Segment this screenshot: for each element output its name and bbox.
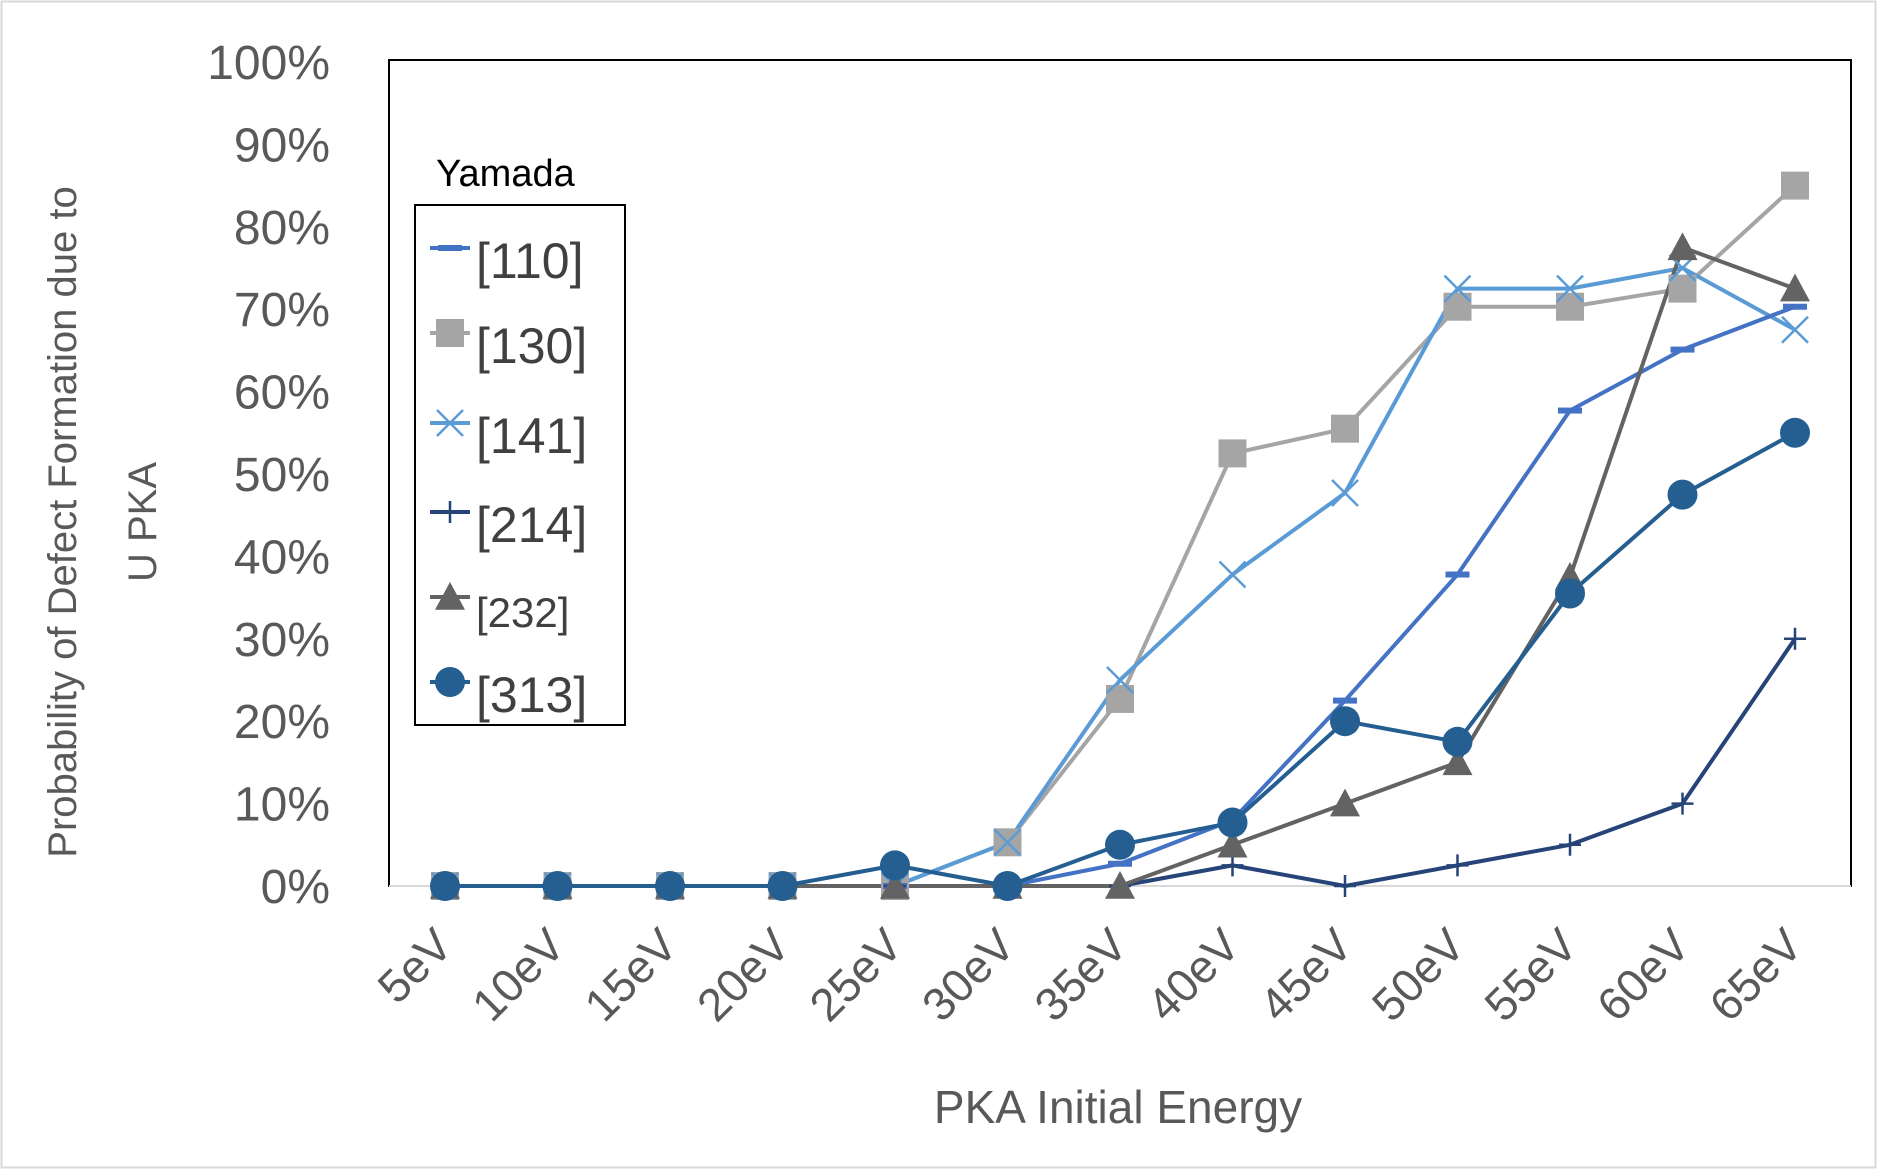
data-point-circle bbox=[992, 871, 1023, 901]
legend: [110] [130] [141] [214] [232] [313] bbox=[430, 233, 587, 723]
data-point-circle bbox=[1217, 807, 1248, 838]
data-point-plus bbox=[1671, 792, 1694, 815]
y-tick-label: 80% bbox=[234, 202, 330, 255]
y-axis-title: Probability of Defect Formation due to U… bbox=[41, 186, 165, 857]
data-point-triangle bbox=[880, 871, 910, 899]
data-point-dash bbox=[1445, 571, 1470, 578]
data-point-plus bbox=[1559, 833, 1581, 856]
y-tick-label: 40% bbox=[234, 531, 330, 584]
data-point-square bbox=[1218, 439, 1247, 468]
data-point-plus bbox=[1784, 627, 1806, 650]
data-point-x bbox=[1556, 274, 1584, 303]
data-point-triangle bbox=[1442, 747, 1473, 776]
data-point-x bbox=[1443, 274, 1472, 303]
data-point-square bbox=[1781, 171, 1809, 200]
y-axis-title-line-1: Probability of Defect Formation due to bbox=[41, 186, 85, 857]
data-point-triangle bbox=[1330, 788, 1360, 817]
y-tick-label: 10% bbox=[234, 779, 330, 832]
series-markers bbox=[430, 171, 1810, 901]
legend-box bbox=[414, 204, 626, 726]
data-point-triangle bbox=[1780, 273, 1810, 302]
data-point-circle bbox=[542, 871, 573, 901]
data-point-x bbox=[1781, 315, 1809, 344]
legend-label: [313] bbox=[476, 667, 587, 723]
data-point-x bbox=[1331, 479, 1359, 507]
y-tick-label: 20% bbox=[234, 696, 330, 749]
y-axis-title-line-2: U PKA bbox=[121, 462, 165, 582]
data-point-circle bbox=[1555, 578, 1585, 609]
y-tick-label: 100% bbox=[207, 37, 330, 90]
legend-label: [110] bbox=[476, 233, 584, 289]
y-axis-ticks: 0% 10% 20% 30% 40% 50% 60% 70% 80% 90% 100% bbox=[207, 37, 330, 914]
data-point-x bbox=[1218, 560, 1247, 589]
data-point-plus bbox=[1334, 875, 1356, 897]
data-point-x bbox=[436, 409, 464, 437]
legend-label: [232] bbox=[476, 589, 569, 636]
data-point-circle bbox=[1330, 706, 1360, 737]
data-point-dash bbox=[1333, 697, 1357, 704]
data-point-dash bbox=[1783, 303, 1807, 310]
legend-title: Yamada bbox=[436, 153, 576, 195]
y-tick-label: 50% bbox=[234, 449, 330, 502]
data-point-dash bbox=[1670, 346, 1695, 353]
legend-label: [141] bbox=[476, 408, 587, 464]
data-point-circle bbox=[1780, 417, 1810, 448]
data-point-plus bbox=[439, 501, 461, 523]
data-point-circle bbox=[1667, 479, 1698, 510]
data-point-dash bbox=[1558, 407, 1582, 414]
y-tick-label: 30% bbox=[234, 614, 330, 667]
data-point-triangle bbox=[1105, 871, 1135, 899]
data-point-circle bbox=[655, 871, 685, 901]
data-point-square bbox=[436, 319, 464, 347]
data-point-x bbox=[1106, 666, 1134, 694]
data-point-circle bbox=[767, 871, 798, 901]
x-axis-title: PKA Initial Energy bbox=[934, 1081, 1302, 1133]
data-point-circle bbox=[1442, 726, 1473, 757]
data-point-square bbox=[1331, 414, 1359, 443]
data-point-x bbox=[993, 828, 1022, 857]
data-point-circle bbox=[880, 850, 910, 881]
data-point-square bbox=[1668, 274, 1697, 303]
data-point-dash bbox=[438, 245, 462, 251]
data-point-circle bbox=[435, 667, 465, 697]
y-tick-label: 60% bbox=[234, 367, 330, 420]
data-point-plus bbox=[1446, 854, 1469, 877]
data-point-circle bbox=[1105, 829, 1135, 860]
y-tick-label: 0% bbox=[261, 861, 330, 914]
y-tick-label: 90% bbox=[234, 119, 330, 172]
data-point-triangle bbox=[1217, 829, 1248, 858]
data-point-circle bbox=[430, 871, 460, 901]
legend-label: [214] bbox=[476, 497, 587, 553]
data-point-plus bbox=[1221, 854, 1244, 877]
legend-label: [130] bbox=[476, 318, 587, 374]
data-point-dash bbox=[1108, 860, 1132, 867]
data-point-triangle bbox=[435, 582, 465, 610]
y-tick-label: 70% bbox=[234, 284, 330, 337]
data-point-triangle bbox=[1667, 232, 1698, 261]
